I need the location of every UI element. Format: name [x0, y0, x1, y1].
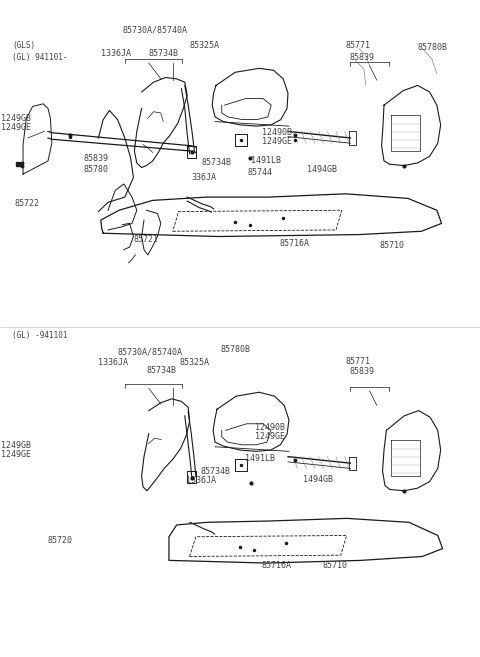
Text: 85839: 85839 [349, 53, 374, 62]
Text: 85720: 85720 [48, 535, 73, 545]
Text: 1494GB: 1494GB [307, 165, 337, 174]
Text: 85710: 85710 [323, 560, 348, 570]
Text: 85771: 85771 [346, 357, 371, 366]
Text: 85730A/85740A: 85730A/85740A [122, 25, 187, 34]
Text: 1336JA: 1336JA [98, 358, 128, 367]
Text: 85734B: 85734B [149, 49, 179, 58]
Text: 1336JA: 1336JA [101, 49, 131, 58]
Text: (GLS): (GLS) [12, 41, 35, 51]
Text: 1336JA: 1336JA [186, 476, 216, 486]
Text: 12490B: 12490B [262, 128, 292, 137]
Text: 85839: 85839 [349, 367, 374, 376]
Text: 85744: 85744 [248, 168, 273, 177]
Text: 1249GE: 1249GE [1, 450, 31, 459]
Text: 1249GB: 1249GB [1, 441, 31, 450]
Text: 85734B: 85734B [201, 467, 230, 476]
Text: 1249GE: 1249GE [262, 137, 292, 147]
Text: 85839: 85839 [84, 154, 109, 164]
Text: 1249GE: 1249GE [1, 123, 31, 132]
Text: 85710: 85710 [379, 241, 404, 250]
Text: 85780: 85780 [84, 165, 109, 174]
Text: 1494GB: 1494GB [303, 475, 333, 484]
Text: 85734B: 85734B [146, 366, 177, 375]
Text: 85716A: 85716A [279, 238, 309, 248]
Text: 12490B: 12490B [255, 422, 285, 432]
Text: 85730A/85740A: 85730A/85740A [118, 348, 182, 357]
Text: 85734B: 85734B [202, 158, 231, 167]
Text: 85325A: 85325A [190, 41, 220, 51]
Text: (GL) -941101: (GL) -941101 [12, 330, 68, 340]
Text: 85716A: 85716A [262, 560, 292, 570]
Text: 85771: 85771 [346, 41, 371, 51]
Text: 1249GE: 1249GE [255, 432, 285, 441]
Text: 1249GB: 1249GB [1, 114, 31, 123]
Text: 1491LB: 1491LB [251, 156, 280, 166]
Text: 85780B: 85780B [418, 43, 447, 52]
Text: 336JA: 336JA [191, 173, 216, 182]
Text: 85722: 85722 [14, 199, 39, 208]
Text: 85325A: 85325A [180, 358, 210, 367]
Text: 85780B: 85780B [221, 345, 251, 354]
Text: (GL) 941101-: (GL) 941101- [12, 53, 68, 62]
Text: 85721: 85721 [133, 235, 158, 244]
Text: 1491LB: 1491LB [245, 454, 275, 463]
